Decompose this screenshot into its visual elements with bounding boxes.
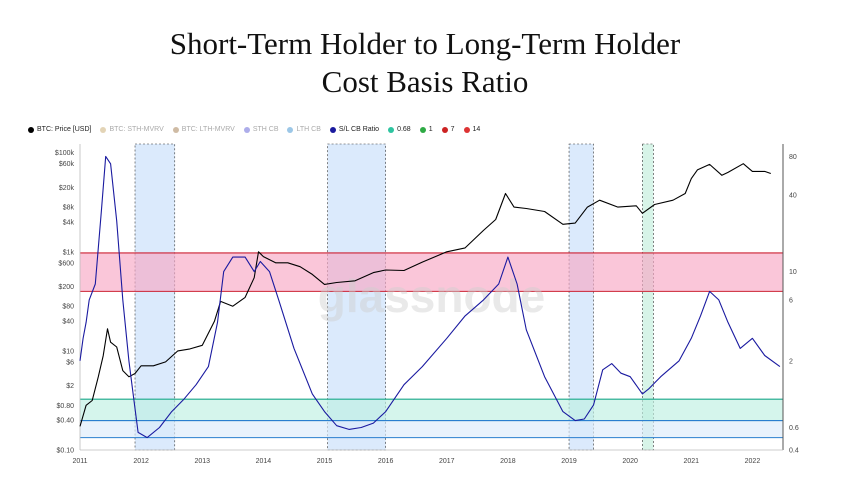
legend-swatch [463, 126, 470, 133]
legend-item[interactable]: STH CB [243, 126, 279, 133]
legend-item[interactable]: BTC: STH-MVRV [100, 126, 164, 133]
legend-label: 7 [450, 126, 455, 133]
legend-item[interactable]: LTH CB [287, 126, 321, 133]
x-tick-label: 2020 [622, 458, 638, 465]
legend-item[interactable]: 0.68 [388, 126, 411, 133]
y-left-tick-label: $60k [59, 161, 75, 168]
legend-label: S/L CB Ratio [338, 126, 380, 133]
x-tick-label: 2022 [745, 458, 761, 465]
x-tick-label: 2011 [72, 458, 87, 465]
y-left-tick-label: $10 [62, 348, 74, 355]
y-right-tick-label: 0.6 [789, 425, 799, 432]
legend-label: BTC: LTH-MVRV [181, 126, 235, 133]
ratio-series-line [79, 155, 781, 439]
legend-label: 14 [472, 126, 481, 133]
x-tick-label: 2016 [378, 458, 394, 465]
legend-label: LTH CB [296, 126, 321, 133]
y-right-tick-label: 0.4 [789, 448, 799, 455]
x-tick-label: 2019 [561, 458, 577, 465]
legend-label: BTC: STH-MVRV [109, 126, 164, 133]
threshold-band [80, 399, 783, 421]
y-left-tick-label: $1k [63, 249, 75, 256]
chart-title-line1: Short-Term Holder to Long-Term Holder [169, 26, 681, 61]
legend-label: 1 [428, 126, 433, 133]
y-left-tick-label: $600 [58, 260, 74, 267]
x-tick-label: 2021 [684, 458, 700, 465]
y-right-tick-label: 40 [789, 192, 797, 199]
y-left-tick-label: $0.10 [56, 448, 74, 455]
legend-label: BTC: Price [USD] [37, 126, 92, 133]
legend-swatch [441, 126, 448, 133]
y-left-tick-label: $200 [58, 284, 74, 291]
y-right-tick-label: 80 [789, 154, 797, 161]
legend-swatch [287, 126, 294, 133]
y-right-tick-label: 6 [789, 297, 793, 304]
price-series-line [79, 163, 771, 427]
shaded-period [642, 143, 654, 451]
x-tick-label: 2012 [133, 458, 149, 465]
legend-item[interactable]: 7 [441, 126, 455, 133]
legend-swatch [243, 126, 250, 133]
legend-label: STH CB [252, 126, 279, 133]
y-left-tick-label: $20k [59, 185, 75, 192]
legend-swatch [419, 126, 426, 133]
y-left-tick-label: $2 [66, 383, 74, 390]
threshold-band [80, 420, 783, 438]
y-left-tick-label: $100k [55, 150, 75, 157]
y-left-tick-label: $80 [62, 304, 74, 311]
legend-swatch [28, 126, 34, 133]
chart-legend: BTC: Price [USD] BTC: STH-MVRV BTC: LTH-MV… [28, 126, 480, 133]
legend-swatch [329, 126, 336, 133]
y-right-tick-label: 10 [789, 269, 797, 276]
y-left-tick-label: $0.40 [56, 418, 74, 425]
x-tick-label: 2013 [194, 458, 210, 465]
x-tick-label: 2015 [317, 458, 333, 465]
y-left-tick-label: $8k [63, 205, 75, 212]
y-left-tick-label: $0.80 [56, 403, 74, 410]
legend-item[interactable]: BTC: Price [USD] [28, 126, 91, 133]
y-right-tick-label: 2 [789, 358, 793, 365]
legend-item[interactable]: 1 [419, 126, 433, 133]
legend-swatch [388, 126, 395, 133]
y-left-tick-label: $6 [66, 359, 74, 366]
y-left-tick-label: $40 [62, 319, 74, 326]
legend-item[interactable]: BTC: LTH-MVRV [172, 126, 235, 133]
legend-item[interactable]: 14 [463, 126, 481, 133]
legend-item[interactable]: S/L CB Ratio [329, 126, 380, 133]
y-left-tick-label: $4k [63, 219, 75, 226]
legend-swatch [100, 126, 107, 133]
chart-title-line2: Cost Basis Ratio [321, 64, 529, 99]
x-tick-label: 2017 [439, 458, 455, 465]
legend-swatch [172, 126, 179, 133]
x-tick-label: 2018 [500, 458, 516, 465]
legend-label: 0.68 [397, 126, 411, 133]
threshold-band [80, 252, 783, 292]
watermark: glassnode [318, 270, 546, 322]
x-tick-label: 2014 [256, 458, 272, 465]
